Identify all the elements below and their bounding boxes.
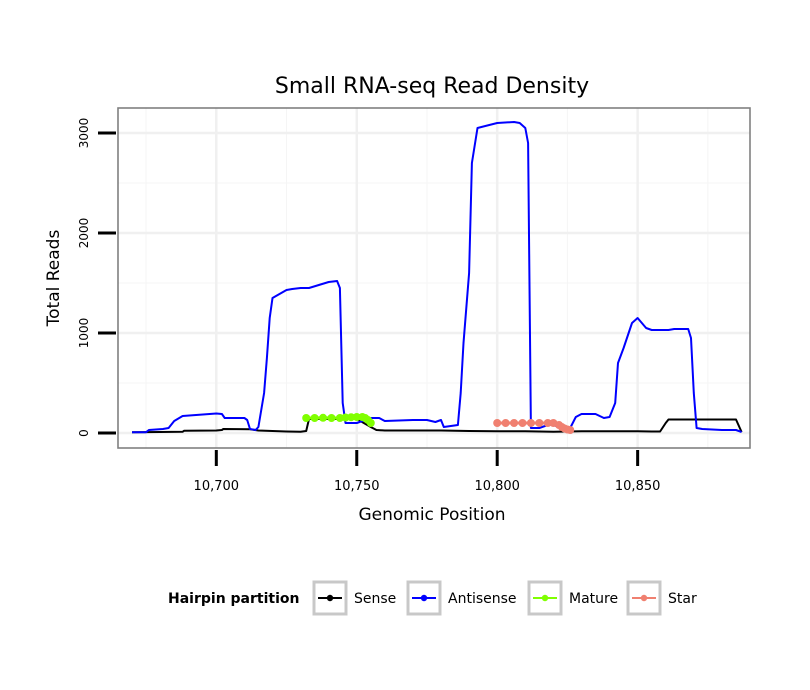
data-point-star — [501, 419, 510, 427]
legend-key-point — [640, 594, 648, 602]
x-tick-label: 10,800 — [474, 479, 520, 494]
data-point-mature — [347, 413, 356, 422]
x-tick-label: 10,700 — [194, 479, 240, 494]
legend-key-point — [541, 594, 549, 602]
data-point-mature — [319, 413, 328, 422]
y-tick-label: 2000 — [77, 218, 91, 249]
data-point-mature — [310, 414, 319, 422]
legend: Hairpin partition Sense Antisense Mature St… — [168, 580, 697, 616]
chart-title: Small RNA-seq Read Density — [275, 74, 589, 99]
data-point-mature — [327, 414, 336, 422]
x-tick-label: 10,750 — [334, 479, 380, 494]
x-axis: 10,700 10,750 10,800 10,850 — [194, 450, 661, 494]
legend-key-point — [420, 594, 428, 602]
legend-items: Sense Antisense Mature Star — [312, 580, 697, 616]
y-tick-label: 0 — [77, 429, 91, 437]
data-point-star — [566, 426, 575, 434]
legend-label-sense: Sense — [354, 591, 396, 607]
legend-title: Hairpin partition — [168, 591, 299, 607]
data-point-star — [543, 419, 552, 427]
data-point-mature — [302, 414, 311, 422]
series-layer — [131, 121, 743, 434]
plot-border — [117, 107, 751, 449]
plot-panel — [118, 108, 750, 448]
legend-label-mature: Mature — [569, 591, 618, 607]
data-point-star — [493, 419, 502, 427]
x-tick-label: 10,850 — [615, 479, 661, 494]
y-axis: 0 1000 2000 3000 — [77, 118, 116, 437]
legend-label-antisense: Antisense — [448, 591, 517, 607]
y-tick-label: 1000 — [77, 318, 91, 349]
series-line-antisense — [132, 121, 742, 434]
legend-key-point — [326, 594, 334, 602]
data-point-star — [526, 419, 535, 427]
legend-label-star: Star — [668, 591, 697, 607]
data-point-mature — [366, 419, 375, 427]
data-point-star — [535, 419, 544, 427]
y-tick-label: 3000 — [77, 118, 91, 149]
data-point-star — [518, 419, 527, 427]
series-line-sense — [131, 418, 743, 434]
data-point-star — [510, 419, 519, 427]
data-point-mature — [352, 413, 361, 421]
x-axis-title: Genomic Position — [358, 505, 505, 525]
grid-lines — [118, 108, 750, 448]
y-axis-title: Total Reads — [44, 230, 64, 328]
